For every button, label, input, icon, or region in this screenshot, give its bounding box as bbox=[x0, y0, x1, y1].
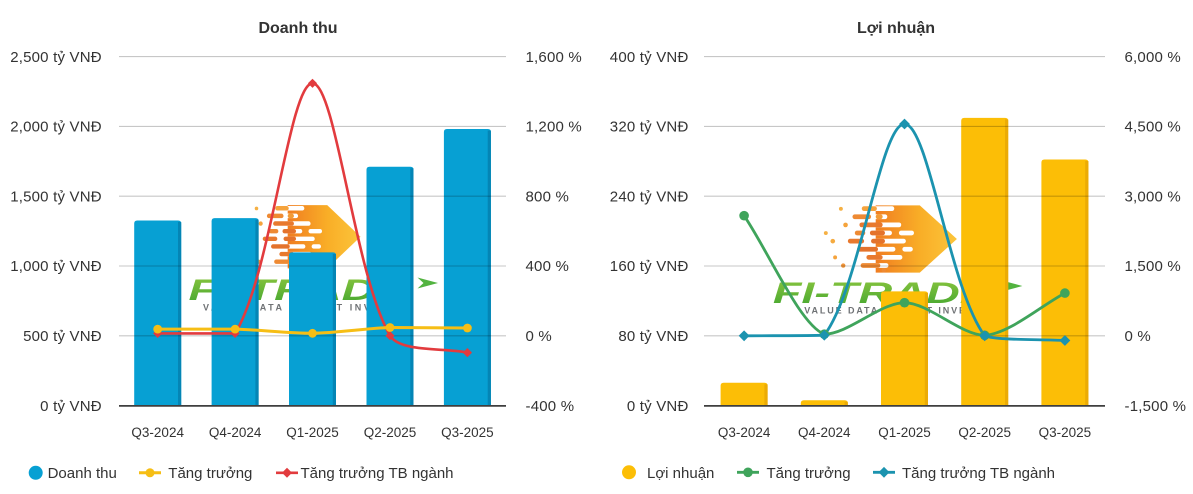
svg-text:2,000 tỷ VNĐ: 2,000 tỷ VNĐ bbox=[10, 119, 102, 136]
svg-text:0 tỷ VNĐ: 0 tỷ VNĐ bbox=[627, 398, 689, 415]
svg-text:Doanh thu: Doanh thu bbox=[258, 20, 337, 37]
svg-text:Q3-2025: Q3-2025 bbox=[1039, 425, 1092, 440]
svg-text:Q2-2025: Q2-2025 bbox=[364, 425, 417, 440]
svg-text:500 tỷ VNĐ: 500 tỷ VNĐ bbox=[23, 328, 102, 345]
svg-text:Tăng trưởng: Tăng trưởng bbox=[767, 465, 851, 482]
svg-text:Lợi nhuận: Lợi nhuận bbox=[857, 20, 935, 37]
svg-text:Q4-2024: Q4-2024 bbox=[798, 425, 851, 440]
svg-text:Tăng trưởng: Tăng trưởng bbox=[168, 465, 252, 482]
svg-text:Q1-2025: Q1-2025 bbox=[878, 425, 931, 440]
svg-text:Q3-2024: Q3-2024 bbox=[131, 425, 184, 440]
svg-text:1,000 tỷ VNĐ: 1,000 tỷ VNĐ bbox=[10, 258, 102, 275]
svg-text:Q1-2025: Q1-2025 bbox=[286, 425, 339, 440]
svg-text:4,500 %: 4,500 % bbox=[1125, 119, 1181, 136]
svg-text:1,500 %: 1,500 % bbox=[1125, 258, 1181, 275]
svg-text:Q2-2025: Q2-2025 bbox=[958, 425, 1011, 440]
svg-text:800 %: 800 % bbox=[526, 188, 570, 205]
svg-text:-1,500 %: -1,500 % bbox=[1125, 398, 1187, 415]
svg-text:1,600 %: 1,600 % bbox=[526, 49, 582, 66]
svg-text:Lợi nhuận: Lợi nhuận bbox=[647, 465, 714, 482]
svg-text:Q3-2024: Q3-2024 bbox=[718, 425, 771, 440]
svg-text:Q3-2025: Q3-2025 bbox=[441, 425, 494, 440]
svg-text:400 %: 400 % bbox=[526, 258, 570, 275]
svg-text:-400 %: -400 % bbox=[526, 398, 575, 415]
svg-text:80 tỷ VNĐ: 80 tỷ VNĐ bbox=[618, 328, 688, 345]
svg-text:Q4-2024: Q4-2024 bbox=[209, 425, 262, 440]
svg-text:400 tỷ VNĐ: 400 tỷ VNĐ bbox=[610, 49, 689, 66]
svg-text:Tăng trưởng TB ngành: Tăng trưởng TB ngành bbox=[902, 465, 1055, 482]
svg-text:2,500 tỷ VNĐ: 2,500 tỷ VNĐ bbox=[10, 49, 102, 66]
svg-text:Doanh thu: Doanh thu bbox=[48, 465, 117, 482]
svg-text:0 %: 0 % bbox=[1125, 328, 1151, 345]
svg-text:0 tỷ VNĐ: 0 tỷ VNĐ bbox=[40, 398, 102, 415]
svg-text:3,000 %: 3,000 % bbox=[1125, 188, 1181, 205]
svg-text:1,200 %: 1,200 % bbox=[526, 119, 582, 136]
svg-text:6,000 %: 6,000 % bbox=[1125, 49, 1181, 66]
svg-text:Tăng trưởng TB ngành: Tăng trưởng TB ngành bbox=[301, 465, 454, 482]
svg-text:1,500 tỷ VNĐ: 1,500 tỷ VNĐ bbox=[10, 188, 102, 205]
svg-text:240 tỷ VNĐ: 240 tỷ VNĐ bbox=[610, 188, 689, 205]
svg-text:0 %: 0 % bbox=[526, 328, 552, 345]
svg-text:160 tỷ VNĐ: 160 tỷ VNĐ bbox=[610, 258, 689, 275]
svg-text:320 tỷ VNĐ: 320 tỷ VNĐ bbox=[610, 119, 689, 136]
